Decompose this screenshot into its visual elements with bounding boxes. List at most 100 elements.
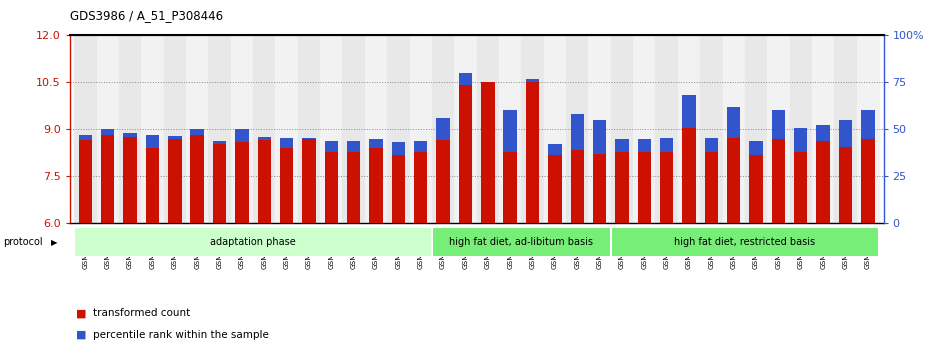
Bar xyxy=(772,139,785,223)
Bar xyxy=(186,35,208,223)
Bar xyxy=(660,138,673,152)
Bar xyxy=(616,139,629,152)
Bar xyxy=(839,147,852,223)
Text: ▶: ▶ xyxy=(51,238,57,247)
Bar xyxy=(101,129,114,135)
Bar xyxy=(861,139,874,223)
Bar xyxy=(191,129,204,135)
Bar xyxy=(347,141,360,223)
Bar xyxy=(325,141,338,152)
Bar xyxy=(392,142,405,155)
Bar xyxy=(794,128,807,152)
Bar xyxy=(141,35,164,223)
Bar xyxy=(678,35,700,223)
Bar xyxy=(235,142,248,223)
Bar xyxy=(458,85,472,223)
Bar xyxy=(387,35,409,223)
Text: ■: ■ xyxy=(76,330,86,339)
Bar xyxy=(570,114,584,149)
Bar xyxy=(302,138,315,223)
Bar xyxy=(503,110,517,152)
Bar xyxy=(458,73,472,85)
Bar xyxy=(503,110,517,223)
Bar xyxy=(168,136,181,139)
Bar xyxy=(683,128,696,223)
Bar xyxy=(817,125,830,141)
Bar xyxy=(74,227,432,257)
Bar xyxy=(146,135,159,223)
Bar xyxy=(570,149,584,223)
Bar xyxy=(124,133,137,137)
Bar xyxy=(705,138,718,223)
Bar xyxy=(325,141,338,223)
Bar xyxy=(392,142,405,223)
Bar xyxy=(589,35,611,223)
Bar xyxy=(616,139,629,223)
Bar xyxy=(258,137,271,223)
Bar xyxy=(794,128,807,223)
Bar xyxy=(499,35,522,223)
Bar xyxy=(857,35,879,223)
Bar xyxy=(548,144,562,155)
Bar xyxy=(258,137,271,141)
Bar xyxy=(745,35,767,223)
Bar xyxy=(231,35,253,223)
Bar xyxy=(124,133,137,223)
Bar xyxy=(767,35,790,223)
Bar xyxy=(566,35,589,223)
Bar xyxy=(750,141,763,223)
Bar xyxy=(97,35,119,223)
Bar xyxy=(481,82,495,223)
Bar xyxy=(525,79,539,223)
Bar xyxy=(839,120,852,147)
Text: high fat diet, ad-libitum basis: high fat diet, ad-libitum basis xyxy=(449,236,593,247)
Bar xyxy=(213,141,226,223)
Text: GDS3986 / A_51_P308446: GDS3986 / A_51_P308446 xyxy=(70,9,223,22)
Bar xyxy=(280,138,293,148)
Bar xyxy=(347,141,360,152)
Bar xyxy=(592,120,606,154)
Bar xyxy=(414,141,428,152)
Bar xyxy=(119,35,141,223)
Bar xyxy=(213,141,226,144)
Bar xyxy=(861,110,874,139)
Bar xyxy=(660,138,673,223)
Bar xyxy=(298,35,320,223)
Text: protocol: protocol xyxy=(3,238,43,247)
Bar xyxy=(280,138,293,223)
Bar xyxy=(638,139,651,223)
Bar xyxy=(191,135,204,223)
Bar xyxy=(369,139,383,148)
Bar xyxy=(812,35,834,223)
Bar xyxy=(253,35,275,223)
Bar xyxy=(365,35,387,223)
Text: high fat diet, restricted basis: high fat diet, restricted basis xyxy=(674,236,816,247)
Bar xyxy=(705,138,718,152)
Bar xyxy=(79,135,92,140)
Bar xyxy=(544,35,566,223)
Bar xyxy=(727,138,740,223)
Bar xyxy=(683,96,696,128)
Bar xyxy=(525,79,539,82)
Bar xyxy=(633,35,656,223)
Bar xyxy=(790,35,812,223)
Bar xyxy=(342,35,365,223)
Text: percentile rank within the sample: percentile rank within the sample xyxy=(93,330,269,339)
Bar xyxy=(611,35,633,223)
Bar xyxy=(727,107,740,138)
Bar xyxy=(432,35,454,223)
Bar xyxy=(164,35,186,223)
Bar xyxy=(235,129,248,142)
Bar xyxy=(592,154,606,223)
Bar xyxy=(772,110,785,139)
Bar xyxy=(436,118,450,141)
Bar xyxy=(79,140,92,223)
Bar xyxy=(168,136,181,223)
Bar xyxy=(723,35,745,223)
Bar xyxy=(275,35,298,223)
Text: ■: ■ xyxy=(76,308,86,318)
Bar xyxy=(320,35,342,223)
Text: transformed count: transformed count xyxy=(93,308,191,318)
Bar xyxy=(656,35,678,223)
Bar xyxy=(146,135,159,148)
